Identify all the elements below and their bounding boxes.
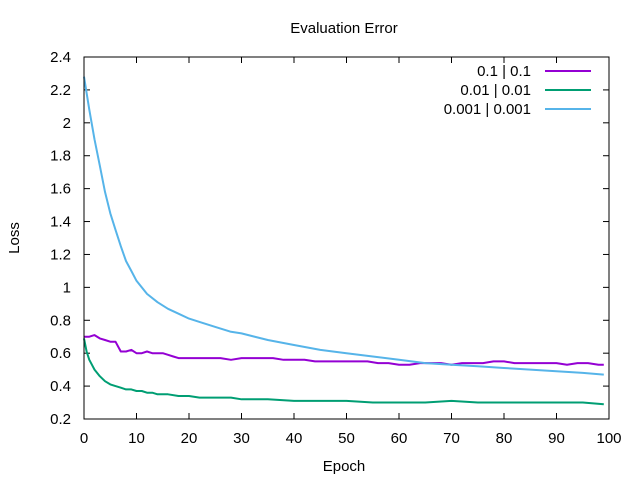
series-line-3 [83,76,604,376]
legend-label-3: 0.001 | 0.001 [444,101,531,118]
legend-label-2: 0.01 | 0.01 [460,82,531,99]
ticks-layer: 0 10 20 30 40 50 60 70 80 90 100 0.2 0.4 0.6 0.8 1 1.2 1.… [50,49,621,447]
x-tick-label: 30 [233,430,250,447]
y-tick-label: 1.6 [50,181,71,198]
series-line-2 [83,338,604,406]
y-tick-label: 2.4 [50,49,71,66]
y-tick-label: 1 [63,279,71,296]
x-tick-label: 50 [338,430,355,447]
legend: 0.1 | 0.1 0.01 | 0.01 0.001 | 0.001 [444,63,591,118]
x-axis-title: Epoch [323,458,366,475]
plot-frame [83,56,610,420]
x-tick-label: 100 [596,430,621,447]
series-layer [83,76,604,406]
chart-title: Evaluation Error [290,20,398,37]
y-tick-label: 0.4 [50,378,71,395]
y-axis-title: Loss [6,222,23,254]
x-tick-label: 90 [548,430,565,447]
y-tick-label: 0.8 [50,312,71,329]
y-tick-label: 0.2 [50,411,71,428]
y-tick-label: 2 [63,115,71,132]
x-tick-label: 70 [443,430,460,447]
x-tick-label: 20 [181,430,198,447]
y-tick-label: 1.8 [50,148,71,165]
x-tick-label: 60 [391,430,408,447]
y-tick-label: 1.4 [50,214,71,231]
legend-label-1: 0.1 | 0.1 [477,63,531,80]
x-tick-label: 10 [128,430,145,447]
x-tick-label: 0 [80,430,88,447]
y-tick-label: 2.2 [50,82,71,99]
y-tick-label: 1.2 [50,246,71,263]
x-tick-label: 80 [496,430,513,447]
series-line-1 [84,334,604,366]
x-tick-label: 40 [286,430,303,447]
y-tick-label: 0.6 [50,345,71,362]
